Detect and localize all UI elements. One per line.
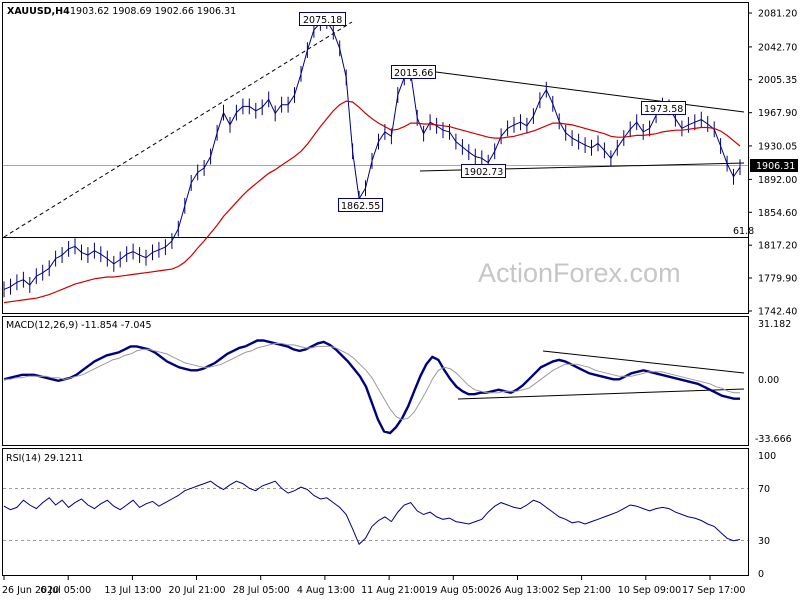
rsi-axis: 100 70 30 0 <box>758 451 776 580</box>
time-tick-label: 13 Jul 13:00 <box>104 585 161 596</box>
time-tick-label: 4 Aug 13:00 <box>297 585 355 596</box>
price-axis: 2081.20 2042.70 2005.35 1967.90 1930.05 1892.… <box>748 9 797 318</box>
price-tick-label: 1967.90 <box>758 108 797 119</box>
rsi-panel[interactable] <box>2 448 749 576</box>
macd-signal-line <box>4 342 740 421</box>
price-tick-label: 1779.90 <box>758 274 797 285</box>
price-tick-label: 1817.20 <box>758 241 797 252</box>
price-panel[interactable] <box>2 2 749 314</box>
rsi-tick: 100 <box>758 451 776 462</box>
macd-tick: -33.666 <box>755 434 792 445</box>
time-tick-label: 2 Sep 21:00 <box>554 585 611 596</box>
current-price-value: 1906.31 <box>756 161 795 172</box>
macd-upper-trendline <box>542 350 745 374</box>
time-tick-label: 20 Jul 21:00 <box>169 585 226 596</box>
macd-title: MACD(12,26,9) -11.854 -7.045 <box>6 320 151 331</box>
rising-trendline <box>3 21 353 238</box>
macd-panel[interactable] <box>2 316 749 446</box>
macd-line <box>3 339 740 435</box>
svg-text:2075.18: 2075.18 <box>303 15 342 26</box>
time-tick-label: 10 Sep 09:00 <box>618 585 681 596</box>
symbol-label: XAUUSD,H4 <box>7 6 70 17</box>
rsi-tick: 70 <box>758 484 770 495</box>
ohlc-label: 1903.62 1908.69 1902.66 1906.31 <box>70 6 236 17</box>
price-tick-label: 1854.60 <box>758 208 797 219</box>
time-tick-label: 17 Sep 17:00 <box>682 585 745 596</box>
time-tick-label: 26 Jun 2020 <box>2 585 59 596</box>
price-tick-label: 1930.05 <box>758 141 797 152</box>
macd-tick: 0.00 <box>758 375 779 386</box>
macd-tick: 31.182 <box>758 319 791 330</box>
macd-lower-trendline <box>457 388 745 400</box>
descending-trendline <box>435 71 745 113</box>
price-tick-label: 2042.70 <box>758 42 797 53</box>
rsi-tick: 30 <box>758 536 770 547</box>
annotation-1973: 1973.58 <box>641 101 686 115</box>
moving-average-line <box>3 100 741 304</box>
svg-text:2015.66: 2015.66 <box>394 68 433 79</box>
time-tick-label: 28 Jul 05:00 <box>233 585 290 596</box>
watermark: ActionForex.com <box>478 258 681 288</box>
current-price-badge <box>750 159 798 172</box>
annotation-1902: 1902.73 <box>461 164 506 178</box>
svg-text:1862.55: 1862.55 <box>341 201 380 212</box>
rsi-line <box>3 480 741 546</box>
svg-text:1902.73: 1902.73 <box>464 167 503 178</box>
rsi-tick: 0 <box>758 569 764 580</box>
time-tick-label: 11 Aug 21:00 <box>361 585 425 596</box>
time-tick-label: 26 Aug 13:00 <box>490 585 554 596</box>
fib-61-8-label: 61.8 <box>733 226 754 237</box>
time-tick-label: 19 Aug 05:00 <box>425 585 489 596</box>
macd-axis: 31.182 0.00 -33.666 <box>755 319 792 445</box>
svg-text:1973.58: 1973.58 <box>644 104 683 115</box>
price-tick-label: 2005.35 <box>758 75 797 86</box>
rsi-title: RSI(14) 29.1211 <box>6 453 83 464</box>
price-tick-label: 1742.40 <box>758 307 797 318</box>
time-tick-label: 6 Jul 05:00 <box>40 585 91 596</box>
annotation-2075: 2075.18 <box>299 12 346 26</box>
annotation-2015: 2015.66 <box>391 65 436 79</box>
price-tick-label: 2081.20 <box>758 9 797 20</box>
annotation-1862: 1862.55 <box>338 198 383 212</box>
price-tick-label: 1892.00 <box>758 175 797 186</box>
